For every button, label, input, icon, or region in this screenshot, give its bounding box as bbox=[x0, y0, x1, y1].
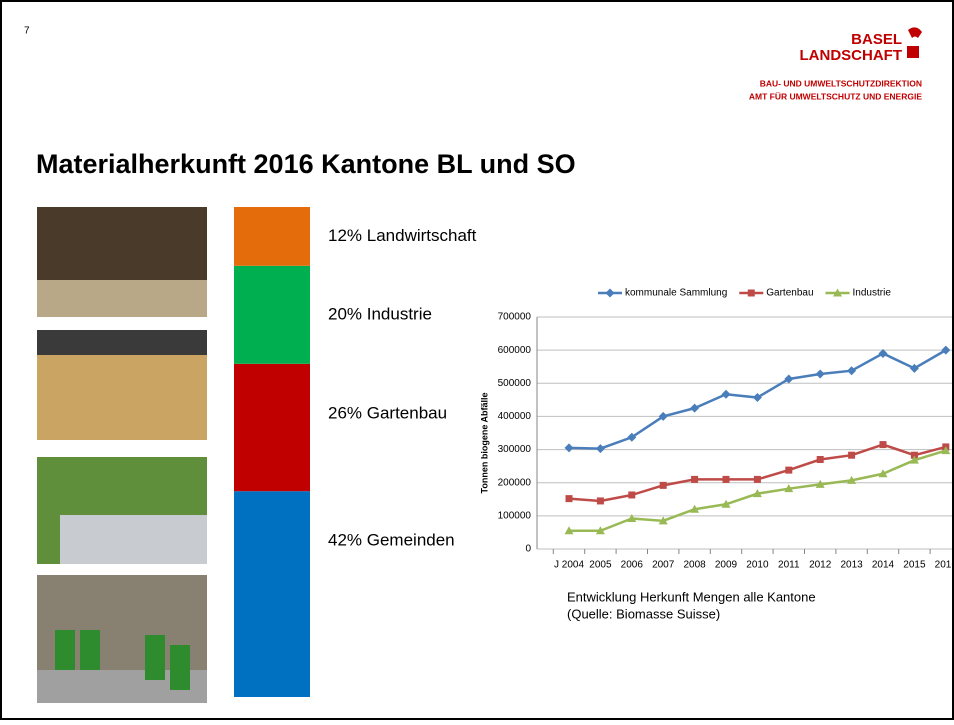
marker bbox=[597, 497, 604, 504]
x-tick-label: 2005 bbox=[589, 560, 612, 571]
y-tick-label: 100000 bbox=[498, 510, 532, 521]
legend-label: Gartenbau bbox=[766, 288, 813, 299]
bar-segment bbox=[234, 491, 310, 697]
y-tick-label: 0 bbox=[525, 544, 531, 555]
y-tick-label: 600000 bbox=[498, 345, 532, 356]
marker bbox=[660, 482, 667, 489]
marker bbox=[691, 476, 698, 483]
marker bbox=[748, 290, 755, 297]
y-tick-label: 700000 bbox=[498, 312, 532, 323]
marker bbox=[785, 467, 792, 474]
slide: 7 BASEL LANDSCHAFT BAU- UND UMWELTSCHUTZ… bbox=[0, 0, 954, 720]
y-tick-label: 400000 bbox=[498, 411, 532, 422]
x-tick-label: J 2004 bbox=[554, 560, 584, 571]
marker bbox=[628, 491, 635, 498]
y-tick-label: 300000 bbox=[498, 444, 532, 455]
chart-note: Entwicklung Herkunft Mengen alle Kantone bbox=[567, 589, 816, 604]
logo-sub1: BAU- UND UMWELTSCHUTZDIREKTION bbox=[760, 78, 922, 88]
x-tick-label: 2008 bbox=[683, 560, 706, 571]
legend-label: kommunale Sammlung bbox=[625, 288, 727, 299]
slide-title: Materialherkunft 2016 Kantone BL und SO bbox=[36, 149, 576, 179]
segment-label: 42% Gemeinden bbox=[328, 531, 455, 550]
x-tick-label: 2009 bbox=[715, 560, 738, 571]
marker bbox=[880, 441, 887, 448]
bar-segment bbox=[234, 364, 310, 491]
x-tick-label: 2013 bbox=[840, 560, 863, 571]
marker bbox=[723, 476, 730, 483]
x-tick-label: 2011 bbox=[778, 560, 800, 571]
x-tick-label: 2010 bbox=[746, 560, 769, 571]
marker bbox=[817, 456, 824, 463]
y-tick-label: 500000 bbox=[498, 378, 532, 389]
x-tick-label: 2014 bbox=[872, 560, 895, 571]
x-tick-label: 2012 bbox=[809, 560, 832, 571]
marker bbox=[566, 495, 573, 502]
x-tick-label: 2016 bbox=[935, 560, 954, 571]
segment-label: 26% Gartenbau bbox=[328, 403, 447, 422]
marker bbox=[848, 452, 855, 459]
bar-segment bbox=[234, 266, 310, 364]
marker bbox=[754, 476, 761, 483]
y-tick-label: 200000 bbox=[498, 477, 532, 488]
legend-label: Industrie bbox=[853, 288, 892, 299]
logo-sub2: AMT FÜR UMWELTSCHUTZ UND ENERGIE bbox=[749, 91, 922, 101]
chart-note: (Quelle: Biomasse Suisse) bbox=[567, 606, 720, 621]
segment-label: 20% Industrie bbox=[328, 304, 432, 323]
x-tick-label: 2006 bbox=[621, 560, 644, 571]
x-tick-label: 2015 bbox=[903, 560, 926, 571]
x-tick-label: 2007 bbox=[652, 560, 675, 571]
logo-line2: LANDSCHAFT bbox=[800, 47, 903, 64]
y-axis-label: Tonnen biogene Abfälle bbox=[479, 393, 489, 494]
page-number: 7 bbox=[24, 26, 30, 37]
logo-line1: BASEL bbox=[851, 31, 902, 48]
bar-segment bbox=[234, 207, 310, 266]
segment-label: 12% Landwirtschaft bbox=[328, 226, 477, 245]
